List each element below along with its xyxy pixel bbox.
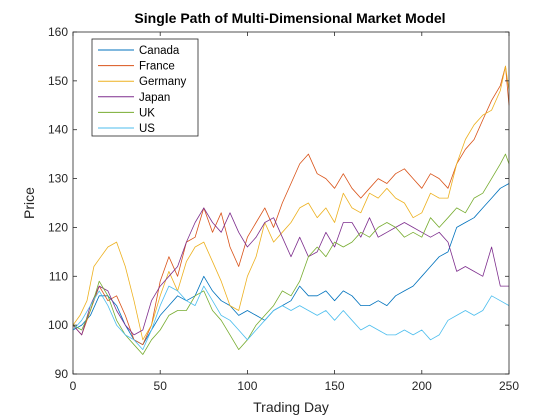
series-line-japan [72, 207, 509, 336]
x-tick-label: 150 [325, 379, 345, 393]
legend-label-us: US [139, 123, 155, 135]
series-layer [72, 65, 510, 355]
legend-box [91, 38, 199, 137]
legend-label-france: France [139, 61, 175, 73]
y-tick-label: 120 [48, 220, 68, 234]
legend-label-canada: Canada [139, 45, 180, 57]
series-line-france [72, 65, 510, 346]
y-tick-label: 140 [48, 123, 68, 137]
chart-title: Single Path of Multi-Dimensional Market … [134, 10, 445, 26]
y-tick-label: 160 [48, 25, 68, 39]
series-line-germany [72, 65, 510, 341]
series-line-uk [72, 153, 510, 355]
axes-box [72, 31, 510, 375]
y-axis: 90 100 110 120 130 140 150 160 [48, 25, 509, 381]
x-tick-label: 0 [70, 379, 77, 393]
y-tick-label: 100 [48, 318, 68, 332]
y-tick-label: 90 [55, 367, 69, 381]
x-tick-label: 100 [237, 379, 257, 393]
legend-label-uk: UK [139, 107, 155, 119]
x-tick-label: 250 [499, 379, 519, 393]
legend: Canada France Germany Japan UK US [91, 38, 199, 137]
series-line-canada [72, 183, 510, 346]
y-tick-label: 110 [49, 269, 68, 283]
x-tick-label: 200 [412, 379, 432, 393]
legend-label-japan: Japan [139, 92, 170, 104]
y-axis-label: Price [21, 187, 37, 219]
series-line-us [72, 285, 510, 350]
x-tick-label: 50 [154, 379, 168, 393]
legend-label-germany: Germany [139, 76, 187, 88]
x-axis: 0 50 100 150 200 250 [70, 32, 519, 393]
y-tick-label: 150 [48, 74, 68, 88]
y-tick-label: 130 [48, 172, 68, 186]
x-axis-label: Trading Day [253, 399, 329, 415]
